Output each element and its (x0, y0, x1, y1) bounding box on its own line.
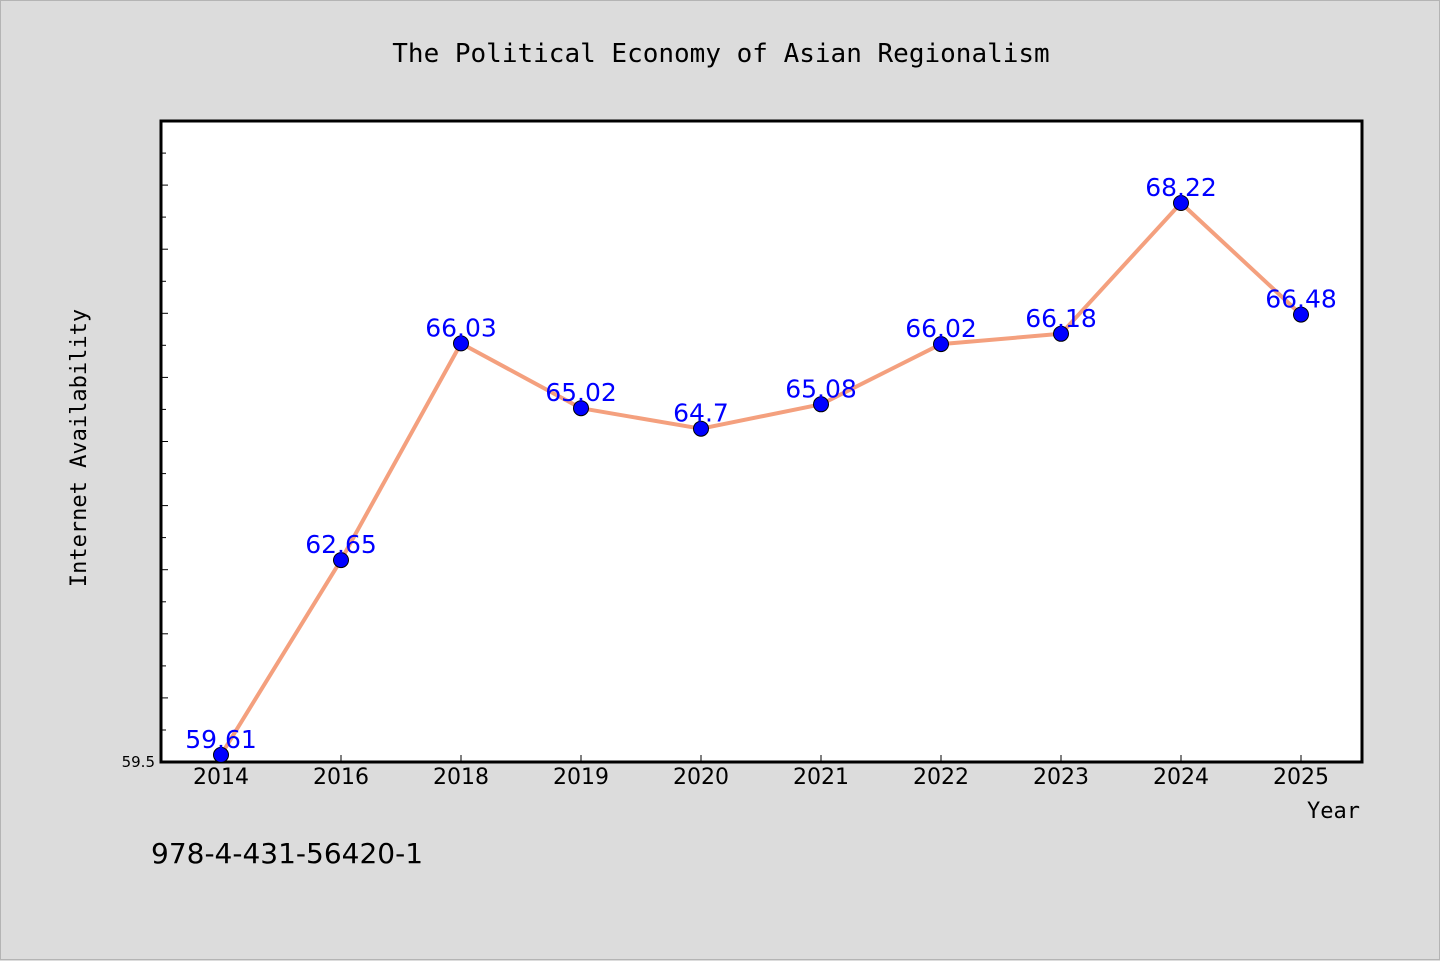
data-label-layer: 59.61 62.65 66.03 65.02 64.7 65.08 66.02 66.18 6… (185, 173, 1337, 754)
data-point (333, 552, 349, 569)
data-point (1173, 195, 1189, 211)
data-label: 59.61 (185, 725, 257, 754)
y-tick-label: 59.5 (122, 753, 155, 771)
y-axis-ticks: 59.5 (122, 152, 168, 771)
x-axis-ticks: 2014 2016 2018 2019 2020 2021 2022 2023 2024 2025 (193, 755, 1329, 790)
x-tick-label: 2025 (1273, 765, 1329, 790)
x-tick-label: 2023 (1033, 765, 1089, 790)
data-point (1293, 306, 1309, 323)
x-tick-label: 2016 (313, 765, 369, 790)
x-tick-label: 2018 (433, 765, 489, 790)
x-tick-label: 2014 (193, 765, 249, 790)
y-axis-label: Internet Availability (67, 309, 92, 587)
series-layer (213, 195, 1309, 763)
data-point (693, 420, 709, 437)
data-label: 64.7 (673, 399, 729, 428)
data-point (453, 335, 469, 352)
data-label: 66.03 (425, 313, 497, 342)
x-tick-label: 2021 (793, 765, 849, 790)
data-label: 65.08 (785, 374, 857, 403)
isbn-footer: 978-4-431-56420-1 (151, 837, 423, 870)
x-tick-label: 2019 (553, 765, 609, 790)
data-label: 66.18 (1025, 304, 1097, 333)
series-line (219, 201, 1303, 757)
plot-area (159, 119, 1364, 764)
data-point (933, 336, 949, 353)
data-point (573, 400, 589, 417)
data-point (213, 746, 229, 763)
data-label: 66.02 (905, 314, 977, 343)
x-tick-label: 2020 (673, 765, 729, 790)
x-tick-label: 2022 (913, 765, 969, 790)
x-tick-label: 2024 (1153, 765, 1209, 790)
data-label: 65.02 (545, 378, 617, 407)
data-label: 68.22 (1145, 173, 1217, 202)
chart-title: The Political Economy of Asian Regionali… (392, 39, 1049, 69)
data-point (1053, 325, 1069, 342)
data-label: 66.48 (1265, 285, 1337, 314)
data-point (813, 396, 829, 413)
x-axis-label: Year (1307, 799, 1360, 824)
data-label: 62.65 (305, 530, 377, 559)
